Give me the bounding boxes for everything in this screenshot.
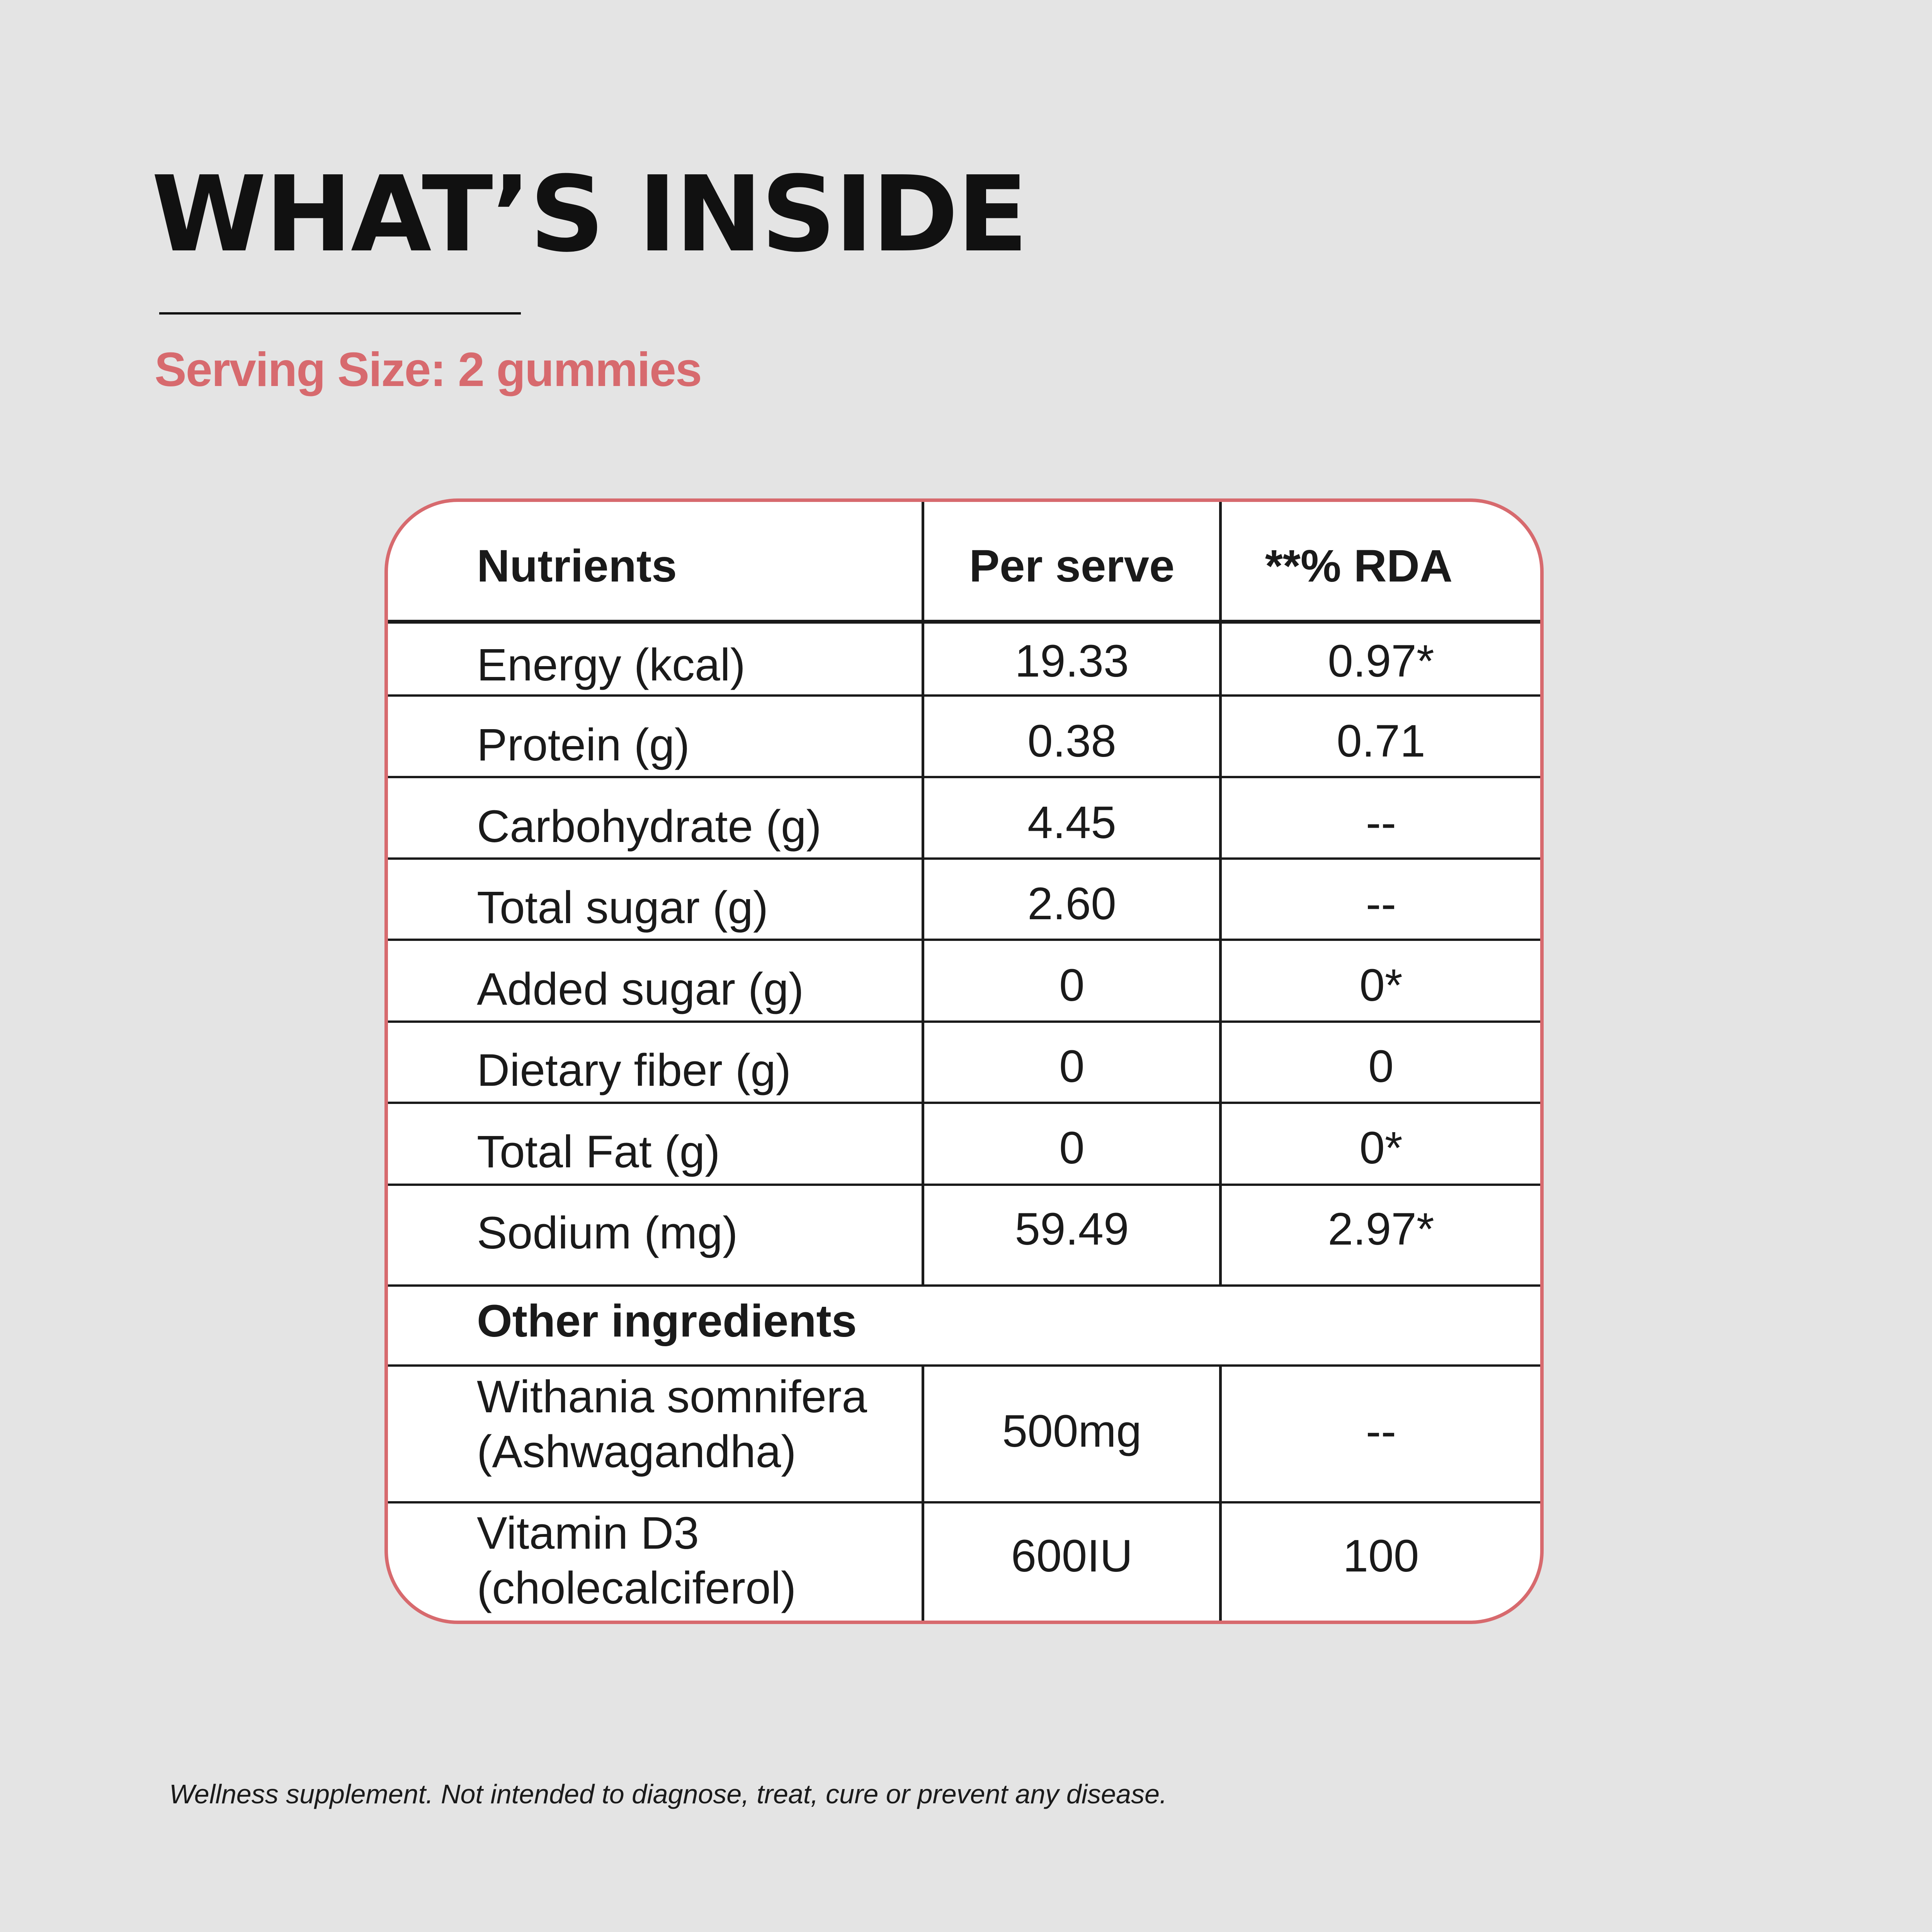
header-row-divider bbox=[388, 620, 1540, 624]
nutrient-name: Protein (g) bbox=[477, 719, 690, 770]
nutrition-table: Nutrients Per serve **% RDA Energy (kcal… bbox=[384, 498, 1544, 1624]
row-divider bbox=[388, 1184, 1540, 1186]
column-divider-1 bbox=[922, 1366, 924, 1621]
nutrient-name: Energy (kcal) bbox=[477, 639, 746, 690]
ingredient-name-line2: (cholecalciferol) bbox=[477, 1563, 796, 1614]
nutrient-rda: -- bbox=[1366, 878, 1396, 929]
row-divider bbox=[388, 857, 1540, 860]
row-divider bbox=[388, 1020, 1540, 1023]
row-divider bbox=[388, 1284, 1540, 1287]
nutrient-name: Added sugar (g) bbox=[477, 964, 804, 1015]
nutrient-rda: -- bbox=[1366, 797, 1396, 848]
header-rda: **% RDA bbox=[1265, 541, 1453, 592]
nutrient-per-serve: 0 bbox=[1059, 1041, 1085, 1092]
row-divider bbox=[388, 1501, 1540, 1503]
nutrient-name: Carbohydrate (g) bbox=[477, 801, 821, 852]
nutrient-name: Dietary fiber (g) bbox=[477, 1045, 791, 1096]
nutrient-rda: 0 bbox=[1368, 1041, 1394, 1092]
nutrient-per-serve: 2.60 bbox=[1027, 878, 1116, 929]
nutrient-name: Sodium (mg) bbox=[477, 1208, 738, 1259]
nutrient-rda: 2.97* bbox=[1328, 1204, 1434, 1255]
nutrient-per-serve: 59.49 bbox=[1015, 1204, 1129, 1255]
row-divider bbox=[388, 1102, 1540, 1104]
title-underline bbox=[159, 312, 521, 315]
row-divider bbox=[388, 939, 1540, 941]
nutrient-per-serve: 0 bbox=[1059, 960, 1085, 1011]
nutrient-rda: 0* bbox=[1359, 1122, 1403, 1173]
ingredient-name-line1: Vitamin D3 bbox=[477, 1508, 699, 1559]
row-divider bbox=[388, 1364, 1540, 1367]
disclaimer: Wellness supplement. Not intended to dia… bbox=[169, 1779, 1167, 1809]
other-ingredients-label: Other ingredients bbox=[477, 1296, 857, 1347]
ingredient-per-serve: 600IU bbox=[1011, 1531, 1133, 1582]
nutrient-rda: 0* bbox=[1359, 960, 1403, 1011]
row-divider bbox=[388, 776, 1540, 778]
ingredient-per-serve: 500mg bbox=[1002, 1406, 1142, 1457]
nutrient-per-serve: 0.38 bbox=[1027, 716, 1116, 767]
header-nutrients: Nutrients bbox=[477, 541, 677, 592]
nutrient-per-serve: 4.45 bbox=[1027, 797, 1116, 848]
ingredient-rda: -- bbox=[1366, 1406, 1396, 1457]
header-per-serve: Per serve bbox=[969, 541, 1175, 592]
serving-size: Serving Size: 2 gummies bbox=[155, 343, 702, 396]
nutrient-rda: 0.71 bbox=[1337, 716, 1425, 767]
nutrient-name: Total sugar (g) bbox=[477, 882, 769, 933]
nutrient-name: Total Fat (g) bbox=[477, 1126, 720, 1177]
nutrient-per-serve: 19.33 bbox=[1015, 636, 1129, 687]
column-divider-2 bbox=[1219, 502, 1222, 1287]
page-title: WHAT’S INSIDE bbox=[151, 153, 1028, 275]
nutrient-rda: 0.97* bbox=[1328, 636, 1434, 687]
ingredient-name-line2: (Ashwagandha) bbox=[477, 1426, 796, 1477]
ingredient-rda: 100 bbox=[1343, 1531, 1419, 1582]
ingredient-name-line1: Withania somnifera bbox=[477, 1371, 867, 1422]
nutrient-per-serve: 0 bbox=[1059, 1122, 1085, 1173]
row-divider bbox=[388, 694, 1540, 697]
column-divider-1 bbox=[922, 502, 924, 1287]
column-divider-2 bbox=[1219, 1366, 1222, 1621]
